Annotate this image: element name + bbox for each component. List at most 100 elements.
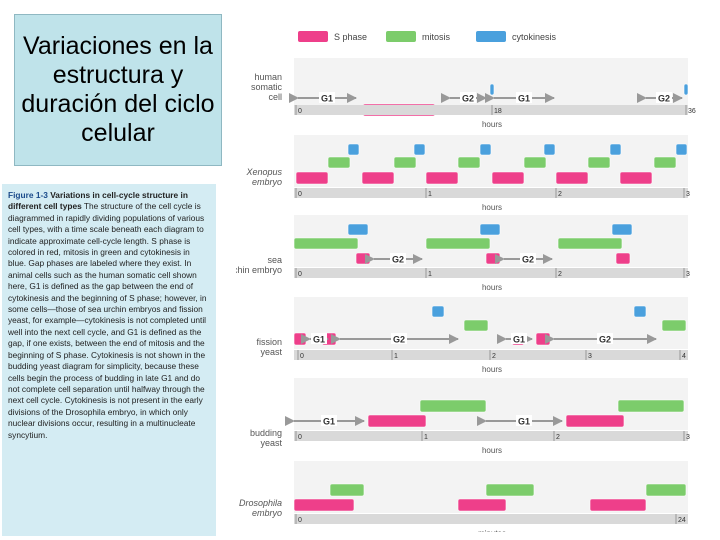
gap-label-bg [311, 333, 327, 344]
mitosis-bar [327, 156, 351, 169]
axis-tick-label: 36 [688, 108, 696, 115]
cell-cycle-row: human somatic cell G1 G2 G1 G2 0 18 36 hours [251, 58, 696, 149]
gap-label: G1 [513, 335, 525, 345]
slide-title-box: Variaciones en la estructura y duración … [14, 14, 222, 166]
row-label: fission yeast [256, 337, 282, 357]
axis-tick-label: 2 [492, 353, 496, 360]
gap-label: G1 [313, 335, 325, 345]
gap-label-bg [319, 92, 335, 103]
slide-title: Variaciones en la estructura y duración … [21, 32, 215, 147]
s-phase-bar [295, 171, 329, 185]
legend-cytokinesis-label: cytokinesis [512, 32, 557, 42]
time-axis [294, 431, 688, 441]
mitosis-bar [463, 319, 489, 332]
s-phase-bar [293, 332, 307, 346]
cell-cycle-row: budding yeast G1 G1 0 1 2 3 hours [250, 378, 690, 455]
gap-label-bg [516, 92, 532, 103]
axis-tick-label: 0 [298, 191, 302, 198]
legend-cytokinesis-swatch [476, 31, 506, 42]
cytokinesis-bar [611, 223, 633, 236]
gap-label: G2 [658, 94, 670, 104]
axis-label: hours [482, 120, 502, 129]
legend-s-phase-swatch [298, 31, 328, 42]
gap-label: G1 [321, 94, 333, 104]
cell-cycle-row: Xenopus embryo 0 1 2 3 hours [245, 135, 690, 212]
mitosis-bar [419, 399, 487, 413]
axis-tick-label: 18 [494, 108, 502, 115]
gap-label: G2 [599, 335, 611, 345]
cytokinesis-bar [489, 83, 495, 96]
gap-label: G2 [522, 255, 534, 265]
row-band [294, 297, 688, 349]
s-phase-bar [619, 171, 653, 185]
gap-label-bg [390, 253, 406, 264]
axis-tick-label: 2 [558, 271, 562, 278]
axis-tick-label: 0 [298, 517, 302, 524]
gap-label: G2 [462, 94, 474, 104]
axis-tick-label: 1 [424, 434, 428, 441]
axis-label: hours [482, 203, 502, 212]
gap-label: G1 [518, 94, 530, 104]
gap-label-bg [656, 92, 672, 103]
row-label: human somatic cell [251, 72, 283, 102]
gap-label: G2 [392, 255, 404, 265]
s-phase-bar [555, 171, 589, 185]
axis-label: minutes [478, 529, 506, 532]
gap-label-bg [516, 415, 532, 426]
cytokinesis-bar [413, 143, 426, 156]
mitosis-bar [523, 156, 547, 169]
legend-mitosis-label: mitosis [422, 32, 451, 42]
mitosis-bar [661, 319, 687, 332]
mitosis-bar [645, 483, 687, 497]
cytokinesis-bar [347, 143, 360, 156]
s-phase-bar [491, 171, 525, 185]
axis-tick-label: 2 [556, 434, 560, 441]
cytokinesis-bar [609, 143, 622, 156]
mitosis-bar [457, 156, 481, 169]
axis-tick-label: 2 [558, 191, 562, 198]
cell-cycle-row: fission yeast G1 G2 G1 G2 0 1 2 3 4 hours [256, 297, 688, 374]
s-phase-bar [589, 498, 647, 512]
axis-label: hours [482, 365, 502, 374]
time-axis [294, 514, 688, 524]
gap-label: G1 [323, 417, 335, 427]
cell-cycle-diagram: S phase mitosis cytokinesis human somatic… [236, 31, 696, 532]
mitosis-bar [617, 399, 685, 413]
axis-tick-label: 4 [682, 353, 686, 360]
axis-tick-label: 0 [298, 271, 302, 278]
mitosis-bar [587, 156, 611, 169]
s-phase-bar [485, 252, 501, 265]
gap-label-bg [597, 333, 613, 344]
row-label: Xenopus embryo [245, 167, 282, 187]
axis-tick-label: 3 [686, 271, 690, 278]
caption-text: The structure of the cell cycle is diagr… [8, 201, 207, 440]
legend: S phase mitosis cytokinesis [298, 31, 557, 42]
axis-tick-label: 3 [686, 191, 690, 198]
gap-label-bg [511, 333, 527, 344]
axis-tick-label: 3 [588, 353, 592, 360]
s-phase-bar [355, 252, 371, 265]
legend-s-phase-label: S phase [334, 32, 367, 42]
row-label: Drosophila embryo [239, 498, 282, 518]
s-phase-bar [535, 332, 551, 346]
mitosis-bar [393, 156, 417, 169]
gap-label-bg [520, 253, 536, 264]
time-axis [294, 350, 688, 360]
axis-tick-label: 3 [686, 434, 690, 441]
gap-label: G2 [393, 335, 405, 345]
cytokinesis-bar [347, 223, 369, 236]
s-phase-bar [565, 414, 625, 428]
axis-tick-label: 24 [678, 517, 686, 524]
row-label: budding yeast [250, 428, 283, 448]
axis-tick-label: 1 [428, 191, 432, 198]
cytokinesis-bar [479, 143, 492, 156]
mitosis-bar [485, 483, 535, 497]
mitosis-bar [653, 156, 677, 169]
gap-label-bg [460, 92, 476, 103]
s-phase-bar [615, 252, 631, 265]
cytokinesis-bar [683, 83, 689, 96]
diagram-rows: human somatic cell G1 G2 G1 G20 18 36hoursXenopu… [236, 58, 696, 532]
gap-label: G1 [518, 417, 530, 427]
